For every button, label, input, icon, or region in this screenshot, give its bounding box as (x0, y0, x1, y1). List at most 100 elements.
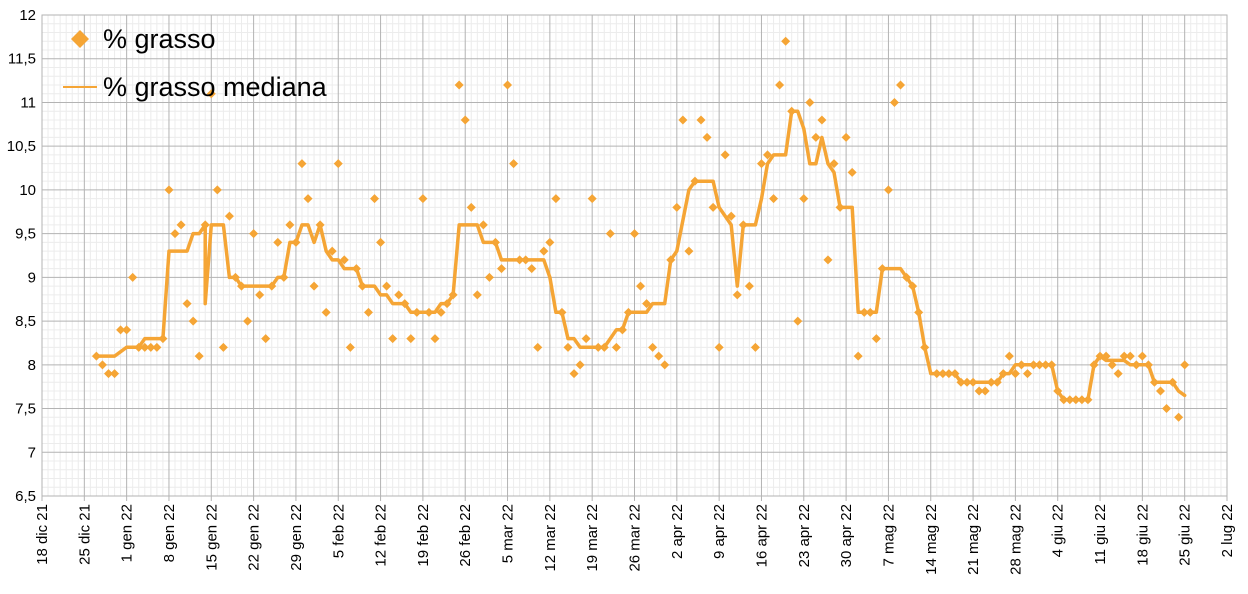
data-point (333, 159, 343, 169)
x-tick-label: 9 apr 22 (711, 504, 728, 559)
data-point (865, 307, 875, 317)
legend-label-line: % grasso mediana (103, 72, 328, 102)
data-point (883, 185, 893, 195)
data-point (140, 342, 150, 352)
data-point (291, 237, 301, 247)
x-tick-label: 15 gen 22 (203, 504, 220, 571)
data-point (376, 237, 386, 247)
y-tick-label: 9 (28, 269, 36, 286)
data-point (938, 369, 948, 379)
data-point (509, 159, 519, 169)
data-point (370, 194, 380, 204)
data-point (1113, 369, 1123, 379)
data-point (992, 377, 1002, 387)
x-tick-label: 2 apr 22 (669, 504, 686, 559)
data-point (654, 351, 664, 361)
data-point (950, 369, 960, 379)
data-point (158, 334, 168, 344)
data-point (944, 369, 954, 379)
data-point (605, 229, 615, 239)
data-point (297, 159, 307, 169)
data-point (660, 360, 670, 370)
x-tick-label: 28 mag 22 (1007, 504, 1024, 575)
major-grid (41, 14, 1228, 501)
data-point (146, 342, 156, 352)
x-tick-label: 4 giu 22 (1050, 504, 1067, 557)
data-point (974, 386, 984, 396)
data-point (811, 132, 821, 142)
data-point (769, 194, 779, 204)
data-point (1119, 351, 1129, 361)
data-point (841, 132, 851, 142)
y-tick-label: 10 (19, 182, 36, 199)
data-point (303, 194, 313, 204)
data-point (563, 342, 573, 352)
data-point (636, 281, 646, 291)
data-point (575, 360, 585, 370)
data-point (243, 316, 253, 326)
data-point (763, 150, 773, 160)
x-tick-label: 18 giu 22 (1134, 504, 1151, 566)
data-point (460, 115, 470, 125)
data-point (835, 202, 845, 212)
data-point (871, 334, 881, 344)
data-point (255, 290, 265, 300)
data-point (128, 272, 138, 282)
data-point (793, 316, 803, 326)
data-point (623, 307, 633, 317)
data-point (321, 307, 331, 317)
data-point (569, 369, 579, 379)
data-point (648, 342, 658, 352)
data-point (97, 360, 107, 370)
data-point (859, 307, 869, 317)
y-tick-label: 7 (28, 444, 36, 461)
data-point (533, 342, 543, 352)
data-point (218, 342, 228, 352)
data-point (309, 281, 319, 291)
data-point (200, 220, 210, 230)
data-point (805, 97, 815, 107)
data-point (1095, 351, 1105, 361)
data-point (400, 299, 410, 309)
data-point (279, 272, 289, 282)
x-tick-label: 7 mag 22 (880, 504, 897, 567)
data-point (1180, 360, 1190, 370)
data-point (182, 299, 192, 309)
data-point (224, 211, 234, 221)
data-point (756, 159, 766, 169)
data-point (726, 211, 736, 221)
x-tick-label: 11 giu 22 (1092, 504, 1109, 565)
data-point (896, 80, 906, 90)
data-point (394, 290, 404, 300)
data-point (261, 334, 271, 344)
data-point (853, 351, 863, 361)
data-point (781, 36, 791, 46)
data-point (152, 342, 162, 352)
data-point (630, 229, 639, 239)
x-tick-label: 19 feb 22 (415, 504, 432, 567)
y-tick-label: 11 (20, 94, 36, 111)
data-point (339, 255, 349, 265)
data-point (932, 369, 942, 379)
data-point (454, 80, 464, 90)
data-point (515, 255, 525, 265)
y-tick-label: 8,5 (15, 313, 36, 330)
data-point (418, 194, 428, 204)
data-point (1022, 369, 1032, 379)
data-point (327, 246, 337, 256)
data-point (484, 272, 494, 282)
data-point (1131, 360, 1141, 370)
data-point (581, 334, 591, 344)
data-point (1059, 395, 1069, 405)
data-point (684, 246, 694, 256)
x-tick-label: 25 giu 22 (1177, 504, 1194, 566)
data-point (206, 89, 216, 99)
data-point (1004, 351, 1014, 361)
x-tick-label: 25 dic 21 (76, 504, 93, 565)
data-point (212, 185, 222, 195)
data-point (176, 220, 186, 230)
data-point (1053, 386, 1063, 396)
x-tick-label: 23 apr 22 (796, 504, 813, 567)
data-point (1101, 351, 1111, 361)
data-point (1041, 360, 1051, 370)
